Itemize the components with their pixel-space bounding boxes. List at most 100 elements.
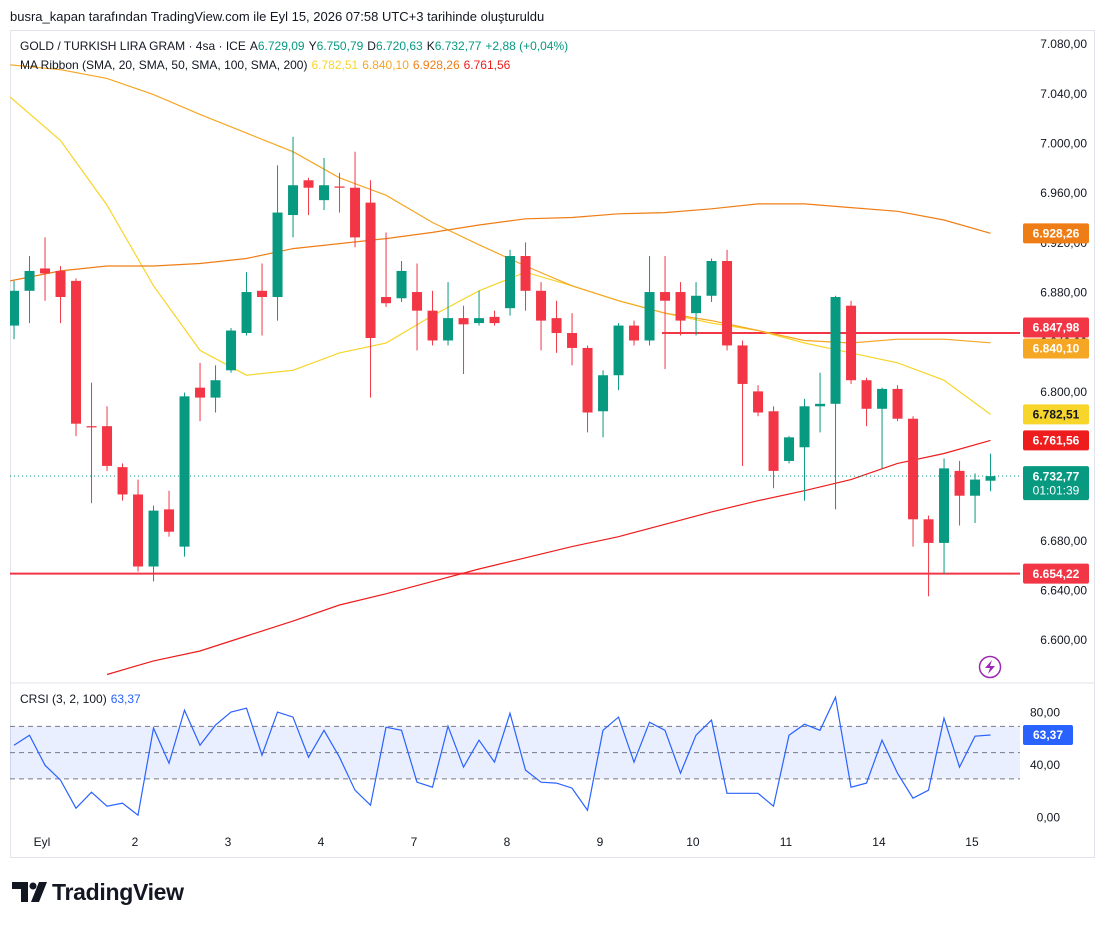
brand: TradingView (52, 879, 184, 905)
ohlc-key: K (426, 39, 435, 53)
ohlc-value: 6.720,63 (375, 39, 423, 53)
candle-body (939, 468, 950, 543)
candle-body (985, 476, 996, 481)
candle-body (458, 318, 469, 325)
candle-body (226, 330, 237, 371)
y-tick-label: 7.000,00 (1040, 136, 1087, 150)
candle-body (582, 347, 593, 413)
price-badge-label: 6.928,26 (1033, 227, 1080, 241)
y-tick-label: 7.040,00 (1040, 87, 1087, 101)
candle-body (55, 270, 66, 298)
candle-body (846, 305, 857, 381)
indicator-title: MA Ribbon (SMA, 20, SMA, 50, SMA, 100, S… (20, 58, 308, 72)
candle-body (148, 510, 159, 567)
candle-body (350, 187, 361, 238)
x-tick-label: Eyl (34, 835, 51, 849)
price-badge (1023, 223, 1089, 244)
candle-body (86, 426, 97, 428)
candle-body (443, 318, 454, 341)
y-tick-label: 6.880,00 (1040, 285, 1087, 299)
price-badge (1023, 317, 1089, 338)
price-badge (1023, 563, 1089, 584)
x-tick-label: 7 (411, 835, 418, 849)
x-tick-label: 9 (597, 835, 604, 849)
y-tick-label: 6.800,00 (1040, 385, 1087, 399)
crsi-badge (1023, 725, 1073, 746)
crsi-tick-label: 40,00 (1030, 758, 1060, 772)
candle-body (644, 292, 655, 341)
ma-value: 6.840,10 (362, 58, 409, 72)
candle-body (737, 345, 748, 384)
crsi-badge-label: 63,37 (1033, 728, 1063, 742)
candle-body (474, 318, 485, 324)
price-badge-label: 6.761,56 (1033, 434, 1080, 448)
candle-body (272, 212, 283, 298)
price-badge (1023, 430, 1089, 451)
candle-body (303, 180, 314, 188)
candle-body (10, 290, 20, 326)
candle-body (489, 316, 500, 324)
candle-body (241, 292, 252, 334)
candle-body (660, 292, 671, 301)
candle-body (427, 310, 438, 341)
candle-body (257, 290, 268, 298)
candle-body (877, 388, 888, 409)
candle-body (799, 406, 810, 448)
candle-body (753, 391, 764, 413)
candle-body (706, 260, 717, 296)
ma-value: 6.761,56 (463, 58, 511, 72)
y-tick-label: 6.960,00 (1040, 186, 1087, 200)
candle-body (629, 325, 640, 341)
x-tick-label: 4 (318, 835, 325, 849)
x-tick-label: 15 (965, 835, 979, 849)
change: +2,88 (+0,04%) (485, 39, 569, 53)
candle-body (613, 325, 624, 376)
crsi-title: CRSI (3, 2, 100) (20, 692, 107, 706)
candle-body (768, 411, 779, 471)
price-badge-label: 6.840,10 (1033, 342, 1080, 356)
candle-body (598, 375, 609, 412)
price-badge (1023, 404, 1089, 425)
ma-line (10, 203, 991, 282)
candle-body (117, 467, 128, 495)
candle-body (908, 418, 919, 520)
price-badge-label: 6.782,51 (1033, 408, 1080, 422)
last-price-badge (1023, 466, 1089, 501)
candle-body (396, 270, 407, 299)
y-tick-label: 7.080,00 (1040, 37, 1087, 51)
candle-body (892, 388, 903, 419)
candle-body (319, 185, 330, 201)
candle-body (133, 494, 144, 567)
candle-body (861, 380, 872, 409)
ma-value: 6.782,51 (311, 58, 359, 72)
candle-body (675, 292, 686, 321)
crsi-legend: CRSI (3, 2, 100) 63,37 (20, 692, 145, 706)
candle-body (505, 256, 516, 309)
candle-body (381, 297, 392, 304)
y-tick-label: 6.680,00 (1040, 534, 1087, 548)
candle-body (923, 519, 934, 543)
symbol-legend: GOLD / TURKISH LIRA GRAM · 4sa · ICE A6.7… (20, 39, 572, 53)
ohlc-key: A (249, 39, 258, 53)
last-price-label: 6.732,77 (1033, 469, 1080, 483)
candle-body (520, 256, 531, 291)
y-tick-label: 6.640,00 (1040, 584, 1087, 598)
candle-body (536, 290, 547, 321)
alert-icon[interactable] (978, 655, 1002, 679)
attribution: busra_kapan tarafından TradingView.com i… (10, 9, 545, 24)
candle-body (210, 380, 221, 398)
candle-body (102, 426, 113, 466)
candle-body (815, 403, 826, 407)
x-tick-label: 3 (225, 835, 232, 849)
candle-body (691, 295, 702, 314)
y-tick-label: 6.600,00 (1040, 633, 1087, 647)
price-badge (1023, 338, 1089, 359)
crsi-tick-label: 0,00 (1037, 810, 1061, 824)
ma-legend: MA Ribbon (SMA, 20, SMA, 50, SMA, 100, S… (20, 58, 514, 72)
x-tick-label: 14 (872, 835, 886, 849)
candle-body (24, 270, 35, 291)
crsi-pane (10, 695, 1020, 817)
ma-line (106, 439, 991, 676)
